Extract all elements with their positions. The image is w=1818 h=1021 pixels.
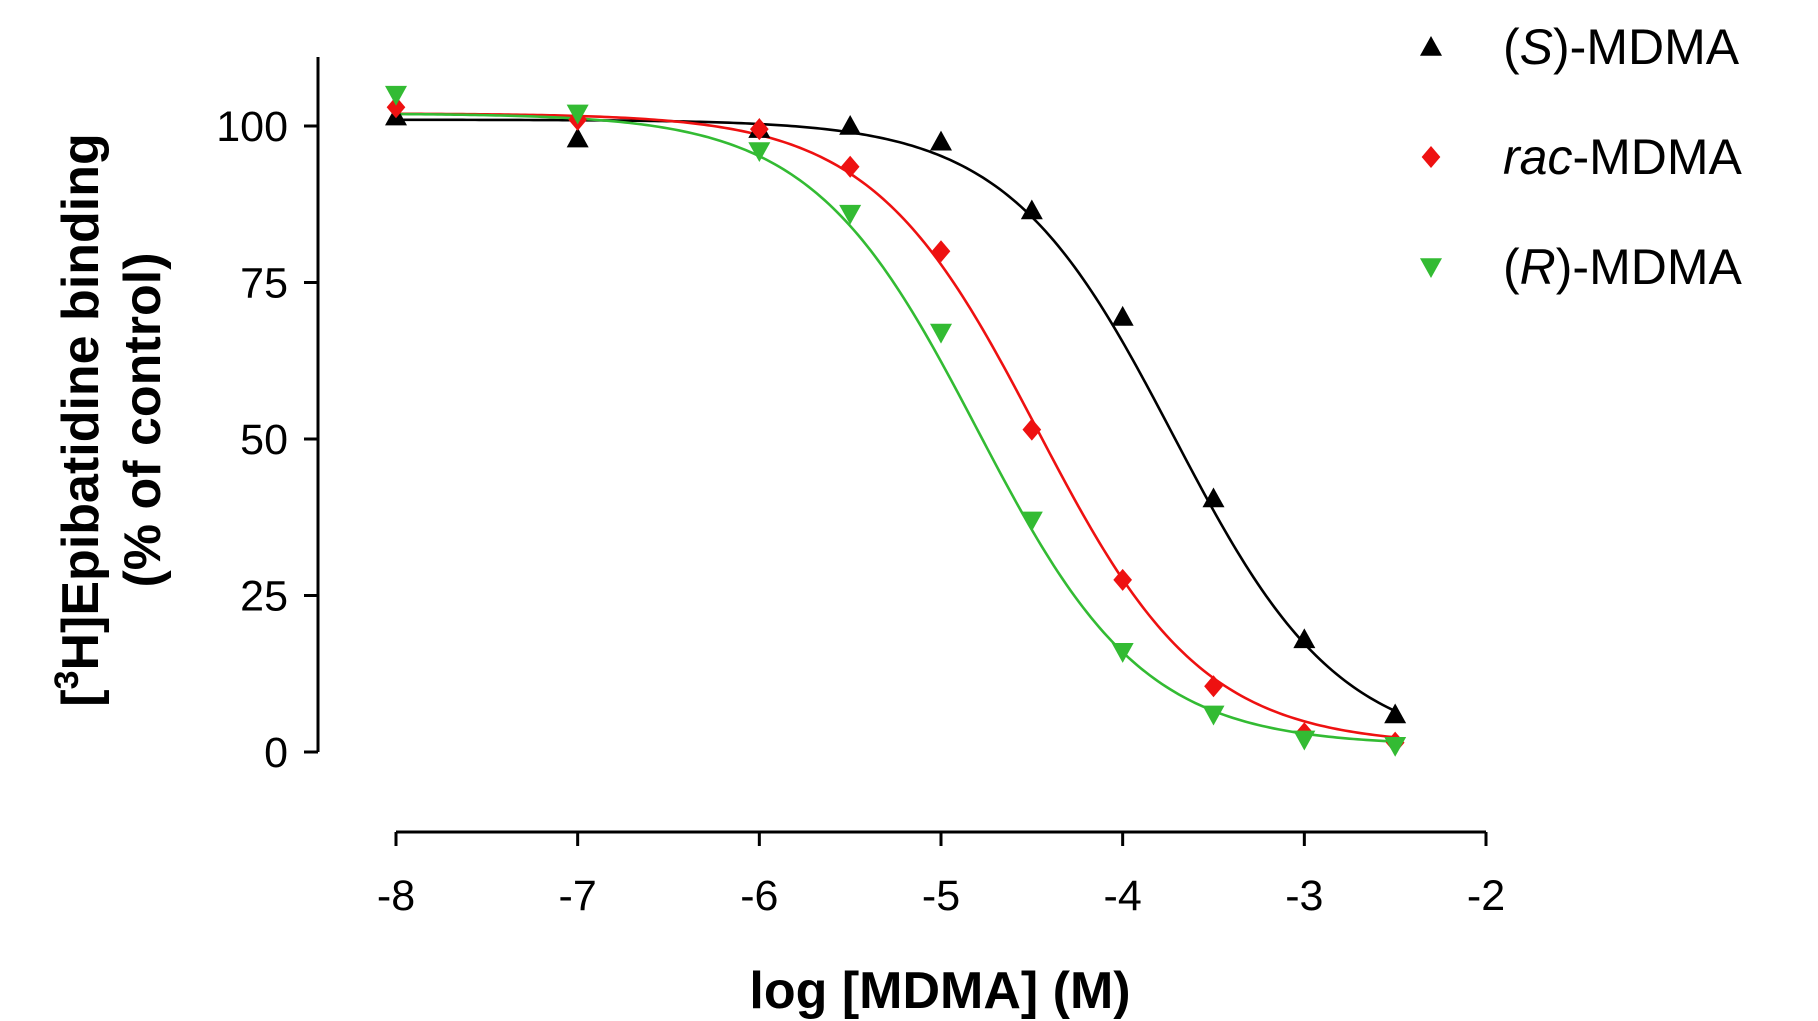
data-point-s [930,130,952,151]
data-point-rac [1204,675,1223,698]
legend-label-prefix: ( [1503,239,1520,295]
data-point-r [839,204,862,225]
data-point-s [1384,703,1407,724]
legend-label-italic: S [1520,19,1553,75]
fit-curve-rac [395,112,1396,739]
x-axis-ticks: -8 -7 -6 -5 -4 -3 -2 [377,832,1505,920]
x-tick-label: -3 [1285,872,1323,920]
data-point-s [1020,199,1043,220]
data-point-rac [1113,568,1133,591]
y-tick-label: 100 [216,103,288,151]
data-point-rac [931,240,951,263]
data-point-r [1111,643,1134,663]
data-point-r [1020,511,1043,532]
data-point-s [1111,305,1134,326]
data-point-s [839,115,862,135]
legend-item-rac: rac-MDMA [1421,129,1743,185]
data-point-s [1293,628,1316,649]
data-point-r [385,85,407,106]
data-point-rac [1022,418,1042,441]
x-tick-label: -4 [1104,872,1142,920]
data-point-r [1202,705,1225,726]
data-point-r [1293,730,1316,751]
y-tick-label: 0 [264,729,288,777]
data-point-s [1202,487,1225,508]
y-axis-title-bracket: [ [52,689,110,706]
y-axis-title-main: H]Epibatidine binding [52,133,110,670]
x-tick-label: -2 [1467,872,1505,920]
data-point-r [1384,736,1407,757]
legend-item-r: (R)-MDMA [1420,239,1742,295]
legend-label: (S)-MDMA [1503,19,1740,75]
y-tick-label: 75 [240,260,288,308]
data-point-r [748,142,771,163]
data-point-rac [386,96,406,119]
legend-marker-r [1420,258,1442,278]
x-tick-label: -5 [922,872,960,920]
x-tick-label: -6 [740,872,778,920]
fit-curve-r [395,112,1396,743]
y-tick-label: 25 [240,573,288,621]
y-axis-title-line1: [3H]Epibatidine binding [48,133,110,707]
legend-label-suffix: )-MDMA [1553,19,1740,75]
legend-item-s: (S)-MDMA [1420,19,1740,75]
y-axis-title-line2: (% of control) [114,252,172,587]
x-tick-label: -8 [377,872,415,920]
legend-label: rac-MDMA [1503,129,1743,185]
legend-label: (R)-MDMA [1503,239,1742,295]
legend-marker-rac [1421,146,1441,168]
data-point-rac [840,155,860,178]
data-point-r [566,104,589,125]
data-point-rac [749,118,769,141]
data-points [385,85,1407,757]
data-point-r [930,323,952,344]
legend-label-suffix: -MDMA [1572,129,1742,185]
legend-label-suffix: )-MDMA [1556,239,1743,295]
legend-marker-s [1420,36,1442,56]
y-tick-label: 50 [240,416,288,464]
legend-label-prefix: ( [1503,19,1520,75]
fit-curve-s [395,118,1396,713]
x-tick-label: -7 [559,872,597,920]
fit-curves [395,112,1396,743]
data-point-s [566,127,589,148]
legend-label-italic: R [1520,239,1556,295]
x-axis-title: log [MDMA] (M) [749,962,1130,1020]
y-axis-ticks: 0 25 50 75 100 [216,103,318,777]
y-axis-title-superscript: 3 [48,671,86,690]
legend-label-italic: rac [1503,129,1572,185]
